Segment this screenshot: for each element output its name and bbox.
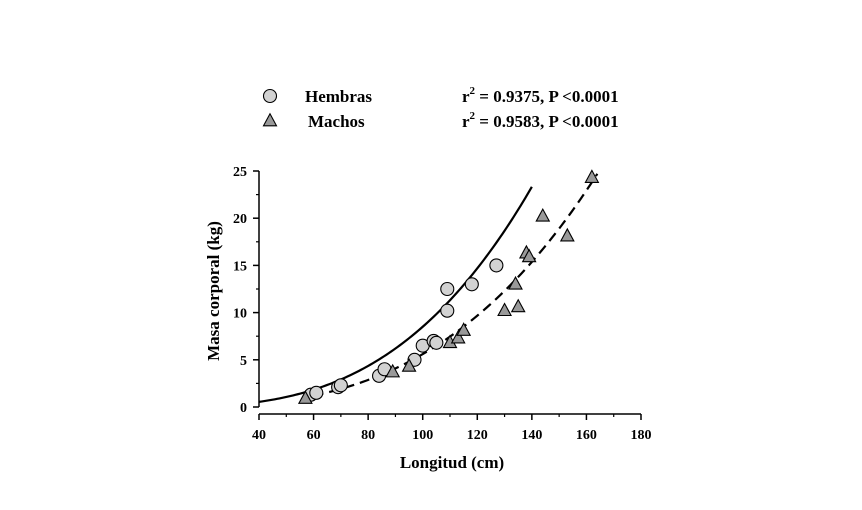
data-point-hembras <box>489 258 504 273</box>
data-point-hembras <box>333 378 348 393</box>
fit-curves <box>258 173 599 403</box>
r2-superscript: 2 <box>470 85 476 97</box>
data-point-machos <box>497 302 512 317</box>
data-point-machos <box>521 248 537 263</box>
stats-value: = 0.9583, P <0.0001 <box>475 112 619 131</box>
y-tick-label: 10 <box>233 307 247 322</box>
data-point-hembras <box>440 303 455 318</box>
x-tick-label: 160 <box>576 428 597 443</box>
data-point-machos <box>450 329 466 344</box>
data-point-machos <box>385 363 401 378</box>
data-point-machos <box>584 169 600 183</box>
data-point-hembras <box>440 281 455 297</box>
axes: 0 5 10 15 20 25 40 60 80 100 120 140 160 180 Longitud … <box>204 165 652 472</box>
data-point-machos <box>456 322 472 336</box>
data-point-machos <box>508 275 523 290</box>
r2-superscript: 2 <box>470 110 476 122</box>
y-tick-label: 20 <box>233 212 247 227</box>
stats-label-hembras: r2 = 0.9375, P <0.0001 <box>462 85 619 106</box>
x-tick-label: 140 <box>521 428 542 443</box>
y-tick-label: 0 <box>240 401 247 416</box>
x-tick-label: 60 <box>307 428 321 443</box>
x-tick-label: 40 <box>252 428 266 443</box>
data-point-machos <box>401 358 417 372</box>
data-point-hembras <box>309 385 324 400</box>
legend-marker-hembras <box>262 88 278 104</box>
x-tick-label: 180 <box>631 428 652 443</box>
stats-label-machos: r2 = 0.9583, P <0.0001 <box>462 110 619 131</box>
y-axis-title: Masa corporal (kg) <box>204 221 223 361</box>
legend-label-machos: Machos <box>308 112 365 131</box>
r2-symbol: r <box>462 112 470 131</box>
legend-label-hembras: Hembras <box>305 87 372 106</box>
y-tick-label: 25 <box>233 165 247 180</box>
data-point-machos <box>510 298 526 313</box>
stats-value: = 0.9375, P <0.0001 <box>475 87 619 106</box>
data-point-hembras <box>429 335 444 350</box>
x-tick-label: 100 <box>412 428 433 443</box>
data-point-machos <box>297 390 313 404</box>
x-axis-title: Longitud (cm) <box>400 453 504 472</box>
data-point-machos <box>535 207 551 222</box>
y-tick-label: 5 <box>240 354 247 369</box>
x-tick-label: 80 <box>361 428 375 443</box>
fit-curve-machos <box>313 173 599 397</box>
x-tick-label: 120 <box>467 428 488 443</box>
data-points <box>297 169 600 404</box>
data-point-hembras <box>464 277 479 292</box>
legend-marker-machos <box>262 112 278 127</box>
data-point-machos <box>559 227 575 242</box>
y-tick-label: 15 <box>233 259 247 274</box>
r2-symbol: r <box>462 87 470 106</box>
